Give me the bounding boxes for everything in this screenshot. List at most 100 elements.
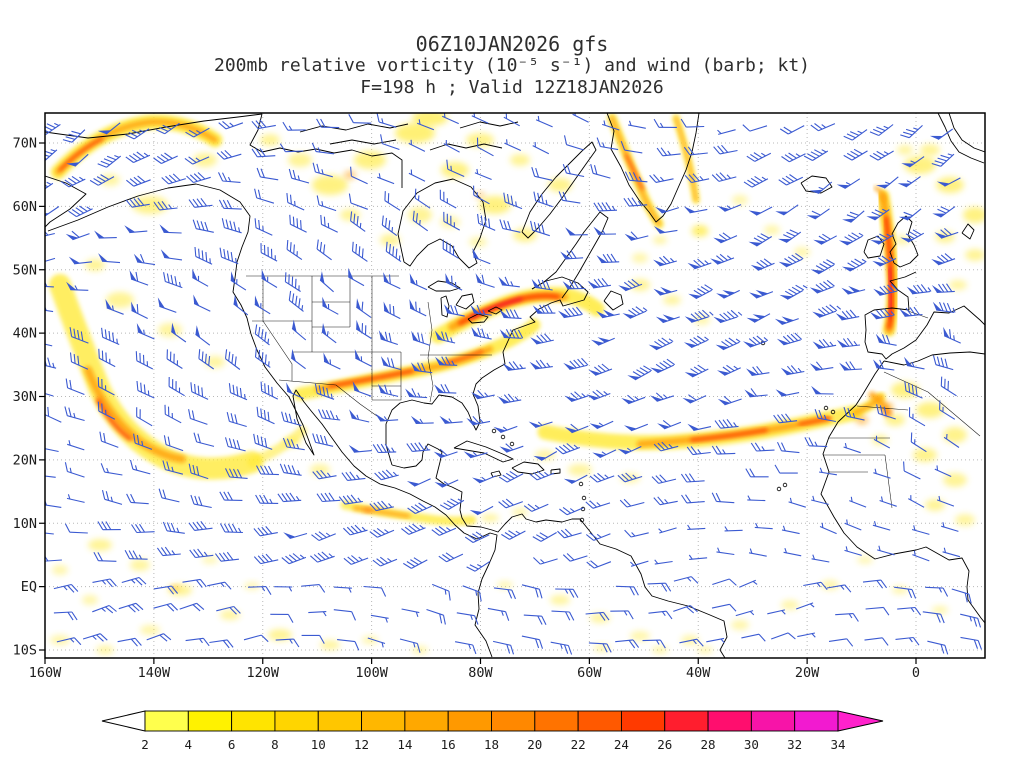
barb-pennant	[748, 210, 762, 216]
vorticity-blob	[794, 247, 810, 257]
vorticity-blob	[310, 464, 330, 476]
barb-pennant	[463, 451, 476, 458]
coastline	[948, 113, 985, 153]
title-validity: F=198 h ; Valid 12Z18JAN2026	[360, 77, 664, 98]
barb-pennant	[648, 344, 662, 350]
barb-pennant	[836, 339, 848, 347]
colorbar: 2 4 6 8 10 12 14 16 18 20 22 24 26 28 30 32 34	[101, 710, 884, 752]
border-line	[278, 379, 378, 417]
colorbar-tick-label: 12	[354, 737, 369, 752]
barb-pennant	[716, 293, 729, 299]
vorticity-blob	[692, 225, 708, 235]
lon-label: 60W	[577, 665, 602, 681]
barb-pennant	[532, 305, 544, 314]
barb-pennant	[624, 425, 637, 431]
wind-barbs	[31, 113, 983, 655]
vorticity-blob	[497, 581, 513, 589]
barb-pennant	[870, 240, 884, 245]
barb-pennant	[31, 231, 43, 238]
barb-pennant	[159, 224, 170, 233]
barb-pennant	[809, 363, 822, 371]
vorticity-blob	[897, 145, 913, 155]
barb-pennant	[321, 323, 327, 336]
barb-pennant	[931, 259, 944, 265]
barb-pennant	[813, 239, 827, 245]
barb-pennant	[322, 296, 328, 309]
coastline	[299, 123, 409, 133]
barb-pennant	[687, 262, 700, 269]
colorbar-tick-label: 32	[787, 737, 802, 752]
coastline	[391, 443, 728, 658]
barb-pennant	[752, 314, 766, 319]
barb-pennant	[157, 297, 165, 309]
vorticity-blob	[681, 635, 699, 645]
barb-pennant	[932, 301, 943, 311]
coastline	[467, 313, 489, 324]
island	[579, 517, 585, 523]
barb-pennant	[409, 299, 416, 311]
barb-pennant	[717, 398, 731, 405]
barb-pennant	[775, 389, 788, 397]
lon-label: 140W	[138, 665, 171, 681]
barb-pennant	[624, 233, 637, 241]
colorbar-segment	[620, 710, 666, 732]
vorticity-blob	[904, 156, 936, 174]
barb-pennant	[654, 226, 666, 234]
lon-label: 80W	[468, 665, 493, 681]
barb-pennant	[105, 299, 113, 310]
colorbar-segment	[361, 710, 406, 732]
vorticity-blob	[158, 323, 182, 337]
vorticity-blob	[963, 207, 985, 223]
barb-pennant	[383, 272, 390, 284]
barb-pennant	[565, 227, 576, 235]
vorticity-blob	[288, 153, 312, 167]
barb-pennant	[499, 309, 510, 318]
barb-pennant	[746, 317, 760, 323]
barb-pennant	[558, 310, 570, 318]
barb-pennant	[650, 367, 663, 373]
barb-pennant	[932, 213, 946, 218]
barb-pennant	[717, 370, 730, 376]
barb-pennant	[375, 413, 387, 421]
barb-pennant	[806, 215, 820, 220]
barb-pennant	[602, 309, 615, 317]
vorticity-blob	[220, 610, 240, 620]
barb-pennant	[410, 415, 422, 424]
colorbar-segment	[447, 710, 492, 732]
colorbar-segment	[534, 710, 579, 732]
coastline	[455, 293, 475, 310]
barb-pennant	[560, 251, 572, 259]
barb-pennant	[378, 383, 387, 394]
barb-pennant	[45, 213, 49, 216]
vorticity-blob	[885, 411, 891, 415]
lon-label: 0	[912, 665, 920, 681]
barb-pennant	[65, 233, 79, 240]
barb-pennant	[409, 273, 416, 285]
barb-pennant	[498, 276, 508, 286]
lat-label: 20N	[13, 452, 37, 468]
border-line	[883, 371, 929, 393]
barb-pennant	[469, 510, 483, 515]
vorticity-blob	[193, 153, 217, 167]
vorticity-blob	[168, 584, 192, 596]
lat-label: 40N	[13, 326, 37, 342]
vorticity-blob	[260, 134, 280, 146]
coastline	[47, 183, 498, 658]
barb-pennant	[683, 206, 696, 213]
vorticity-blob	[943, 427, 967, 443]
coastline	[329, 139, 397, 145]
lat-label: 30N	[13, 389, 37, 405]
vorticity-blob	[106, 292, 134, 308]
barb-pennant	[780, 367, 793, 375]
vorticity-blob	[320, 640, 340, 650]
barb-pennant	[904, 356, 913, 367]
colorbar-tick-label: 26	[657, 737, 672, 752]
colorbar-segment	[491, 710, 536, 732]
coastline	[397, 178, 487, 269]
island	[830, 409, 836, 415]
vorticity-blob	[955, 514, 975, 526]
colorbar-segment	[794, 710, 839, 732]
barb-pennant	[811, 385, 822, 394]
barb-pennant	[471, 392, 483, 399]
